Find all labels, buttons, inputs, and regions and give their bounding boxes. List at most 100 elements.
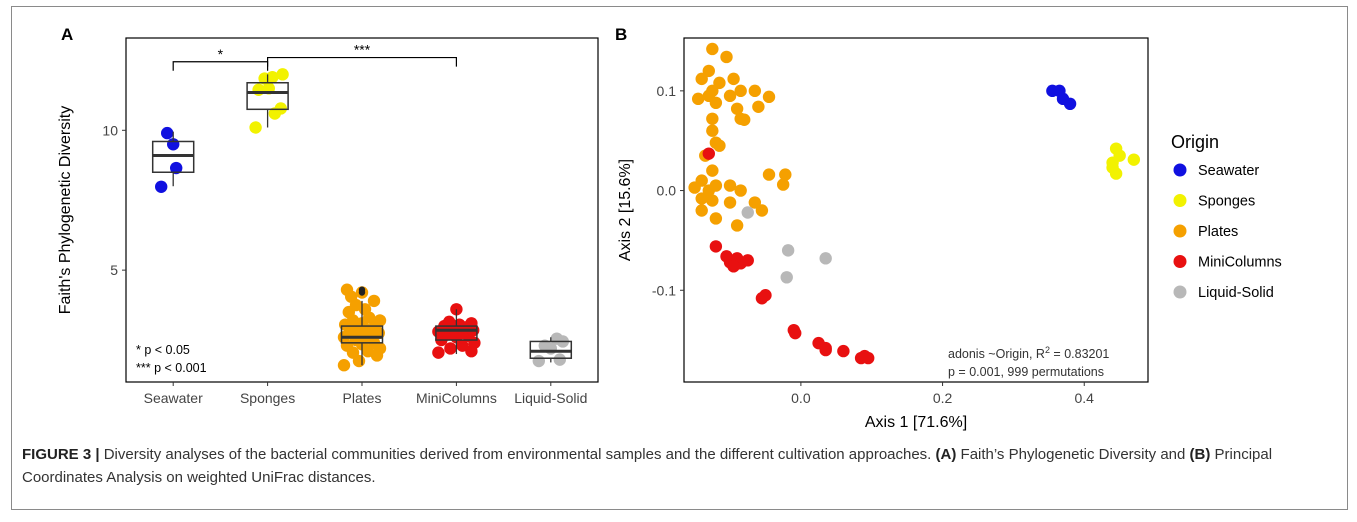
panel-a-significance-label: *** [354, 42, 371, 58]
panel-b-permutation-annotation: p = 0.001, 999 permutations [948, 365, 1104, 379]
panel-b-point-minicolumns [709, 240, 723, 253]
legend-label-seawater: Seawater [1198, 163, 1259, 179]
panel-b-point-plates [713, 139, 726, 152]
panel-a-point-sponges [274, 102, 287, 115]
figure-border [11, 6, 1348, 510]
panel-a-box-minicolumns [435, 325, 478, 341]
figure-caption: FIGURE 3 | Diversity analyses of the bac… [22, 443, 1332, 489]
caption-text-3: Principal Coordinates Analysis on weight… [22, 446, 1273, 486]
panel-a-box-plates [340, 325, 384, 344]
panel-b-point-liquid-solid [780, 271, 793, 284]
panel-b-point-minicolumns [819, 343, 832, 357]
panel-a-xtick-label: Liquid-Solid [514, 390, 587, 406]
panel-a-xtick-label: Plates [343, 390, 382, 406]
panel-b-xtick-label: 0.0 [791, 390, 811, 406]
panel-a-point-seawater [155, 180, 168, 193]
legend-label-sponges: Sponges [1198, 194, 1255, 210]
panel-a-point-plates [337, 359, 351, 372]
panel-a-point-sponges [249, 121, 262, 134]
panel-b-point-sponges [1127, 153, 1141, 166]
panel-a-point-liquid-solid [538, 339, 551, 352]
panel-b-point-plates [688, 181, 701, 194]
panel-a-pvalue-legend: *** p < 0.001 [136, 361, 207, 375]
caption-label: FIGURE 3 | [22, 446, 100, 463]
panel-b-point-plates [730, 219, 744, 232]
panel-b-point-minicolumns [741, 254, 754, 267]
panel-b-point-plates [730, 102, 744, 115]
panel-b-point-plates [691, 92, 705, 106]
panel-b-point-plates [695, 204, 708, 217]
panel-b-point-minicolumns [837, 344, 850, 358]
panel-b-label: B [615, 25, 627, 44]
figure-svg: A 5 10 Faith's Phylogenetic Diversity Seawat… [57, 25, 1282, 431]
panel-b-point-seawater [1063, 97, 1077, 111]
panel-a-point-minicolumns [444, 342, 457, 355]
panel-a-point-plates [340, 283, 354, 296]
panel-a-point-liquid-solid [532, 354, 545, 368]
panel-a-ytick-label: 10 [102, 122, 118, 138]
panel-b-point-plates [706, 194, 719, 207]
panel-b-point-plates [706, 112, 719, 125]
panel-a-significance-bracket [172, 61, 269, 71]
legend-title: Origin [1171, 132, 1219, 152]
panel-b-ytick-label: -0.1 [652, 282, 676, 298]
panel-b-point-plates [706, 124, 719, 137]
panel-b-point-minicolumns [789, 326, 802, 340]
panel-b-point-minicolumns [727, 260, 740, 273]
panel-b-point-plates [755, 204, 769, 217]
panel-b-point-plates [709, 212, 723, 225]
panel-a-point-seawater [161, 126, 174, 140]
panel-b-point-liquid-solid [741, 206, 754, 219]
panel-b-point-plates [702, 184, 715, 197]
panel-b-point-plates [702, 64, 715, 78]
panel-b-point-plates [776, 178, 790, 191]
panel-b-point-plates [706, 164, 719, 177]
caption-ref-b: (B) [1189, 446, 1211, 463]
panel-b-point-plates [762, 168, 776, 181]
panel-b-point-plates [723, 196, 737, 209]
caption-text-2: Faith’s Phylogenetic Diversity and [956, 446, 1190, 463]
panel-b-point-liquid-solid [781, 244, 795, 257]
panel-b-point-minicolumns [702, 147, 715, 160]
panel-b-point-minicolumns [759, 289, 772, 302]
panel-a-ytick-label: 5 [110, 262, 118, 278]
panel-b-point-minicolumns [861, 351, 875, 365]
panel-b-point-plates [734, 184, 747, 197]
panel-a-xtick-label: Seawater [144, 390, 203, 406]
panel-b-ytick-label: 0.1 [657, 83, 677, 99]
panel-b-xtick-label: 0.2 [933, 390, 953, 406]
legend-swatch-liquid-solid [1173, 285, 1187, 299]
panel-a-point-minicolumns [443, 315, 456, 329]
panel-b-point-plates [748, 84, 762, 98]
panel-a-pvalue-legend: * p < 0.05 [136, 343, 190, 357]
panel-a-outlier-box-plates [358, 286, 366, 293]
panel-a-ylabel: Faith's Phylogenetic Diversity [57, 106, 74, 314]
panel-b-point-plates [720, 50, 733, 64]
panel-a-box-sponges [246, 81, 289, 111]
panel-b-point-plates [734, 84, 747, 98]
panel-b-point-plates [695, 72, 708, 86]
panel-b-plot-area [683, 37, 1149, 383]
panel-b-point-sponges [1109, 167, 1123, 180]
panel-a-point-minicolumns [465, 317, 478, 330]
caption-text-1: Diversity analyses of the bacterial comm… [99, 446, 936, 463]
panel-b-point-plates [779, 168, 792, 181]
panel-b-ylabel: Axis 2 [15.6%] [617, 159, 634, 261]
panel-a-point-liquid-solid [550, 332, 563, 345]
panel-a-label: A [61, 25, 73, 44]
panel-a-point-liquid-solid [553, 353, 566, 366]
legend-label-liquid-solid: Liquid-Solid [1198, 285, 1274, 301]
panel-b-point-plates [738, 113, 751, 126]
panel-b-point-liquid-solid [819, 252, 832, 265]
panel-b-point-plates [723, 89, 737, 103]
panel-b-adonis-annotation: adonis ~Origin, R2 = 0.83201 [948, 345, 1109, 361]
legend-label-minicolumns: MiniColumns [1198, 255, 1282, 271]
panel-a-point-plates [373, 314, 387, 327]
legend-swatch-sponges [1173, 194, 1187, 207]
panel-b-xlabel: Axis 1 [71.6%] [865, 414, 967, 431]
panel-b-point-plates [695, 192, 708, 205]
panel-b-point-plates [762, 90, 776, 104]
panel-a-significance-bracket [267, 56, 457, 67]
panel-b-point-plates [706, 42, 719, 56]
